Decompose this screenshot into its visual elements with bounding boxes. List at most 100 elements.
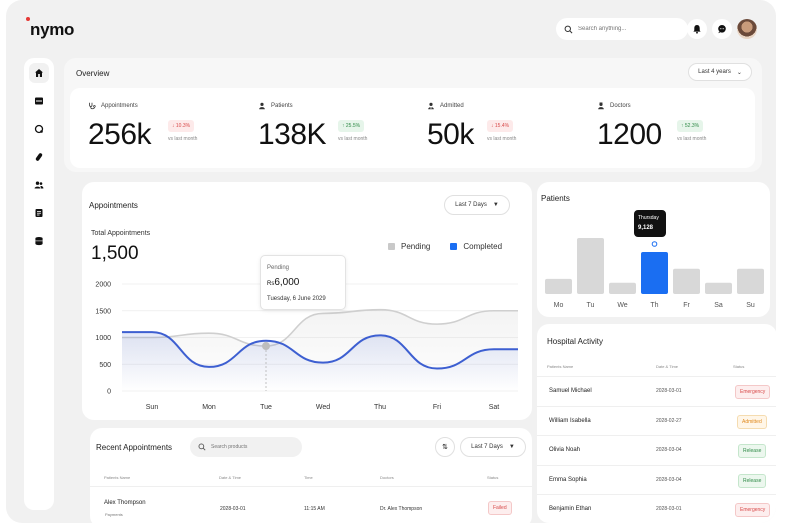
home-icon — [35, 69, 43, 77]
sidebar — [24, 58, 54, 510]
bar-mo[interactable] — [545, 278, 572, 294]
stat-change-badge: ↑ 52.3% — [677, 120, 704, 132]
stat-value: 138K — [258, 118, 327, 151]
bar-fr[interactable] — [673, 268, 700, 294]
search-icon — [198, 443, 206, 451]
sidebar-item-home[interactable] — [29, 63, 49, 83]
sidebar-item-pharmacy[interactable] — [29, 147, 49, 167]
patient-name: Olivia Noah — [549, 447, 581, 453]
bar-tooltip-value: 9,128 — [638, 225, 654, 231]
users-icon — [34, 181, 44, 189]
patient-name: Samuel Michael — [549, 388, 592, 394]
bar-tooltip-day: Thursday — [638, 215, 659, 221]
bar-th[interactable] — [641, 252, 668, 294]
stat-value: 50k — [427, 118, 474, 151]
stat-doctors: Doctors 1200 ↑ 52.3% vs last month — [597, 102, 757, 162]
tooltip-title: Pending — [267, 265, 290, 271]
overview-title: Overview — [76, 69, 110, 78]
logo-dot — [26, 17, 30, 21]
overview-range-dropdown[interactable]: Last 4 years ⌄ — [688, 63, 752, 81]
sort-button[interactable]: ⇅ — [435, 437, 455, 457]
y-tick-label: 500 — [99, 362, 111, 369]
x-tick-label: Mon — [202, 404, 216, 411]
app-window: nymo Overview — [6, 0, 776, 523]
sidebar-item-reports[interactable] — [29, 203, 49, 223]
chevron-down-icon: ⌄ — [736, 69, 742, 76]
col-header-status: Status — [487, 475, 499, 480]
sidebar-item-doctors[interactable] — [29, 119, 49, 139]
table-row[interactable]: Benjamin Ethan 2028-03-01 Emergency — [537, 494, 776, 523]
appointment-time: 11:15 AM — [304, 506, 325, 512]
sidebar-item-staff[interactable] — [29, 175, 49, 195]
table-row[interactable]: Olivia Noah 2028-03-04 Release — [537, 435, 776, 464]
x-tick-label: Thu — [374, 404, 386, 411]
table-row[interactable]: Emma Sophia 2028-03-04 Release — [537, 465, 776, 494]
bar-we[interactable] — [609, 282, 636, 294]
series-area — [122, 332, 518, 391]
table-row[interactable]: William Isabella 2028-02-27 Admitted — [537, 406, 776, 435]
stethoscope-icon — [89, 102, 96, 110]
bar-tu[interactable] — [577, 238, 604, 294]
bar-sa[interactable] — [705, 282, 732, 294]
stat-label: Doctors — [610, 103, 631, 109]
x-tick-label: Fri — [433, 404, 442, 411]
col-header-doctor: Doctors — [380, 475, 394, 480]
legend-pending: Pending — [401, 242, 431, 251]
stat-admitted: Admitted 50k ↓ 15.4% vs last month — [427, 102, 587, 162]
sidebar-item-records[interactable] — [29, 231, 49, 251]
hover-point[interactable] — [262, 342, 270, 351]
stat-change-badge: ↑ 25.5% — [338, 120, 365, 132]
appointments-range-dropdown[interactable]: Last 7 Days ▼ — [444, 195, 510, 215]
stat-comparison: vs last month — [338, 136, 368, 142]
recent-range-dropdown[interactable]: Last 7 Days ▼ — [460, 437, 526, 457]
tooltip-currency: Rs — [267, 281, 275, 287]
patient-name: Benjamin Ethan — [549, 506, 592, 512]
tooltip-amount-value: 6,000 — [274, 277, 300, 288]
status-badge: Emergency — [735, 503, 771, 517]
tooltip-amount: Rs6,000 — [267, 277, 299, 288]
user-avatar[interactable] — [737, 19, 757, 39]
col-header-status: Status — [733, 364, 745, 369]
sidebar-item-inbox[interactable] — [29, 91, 49, 111]
x-tick-label: Sun — [146, 404, 159, 411]
table-row[interactable]: Samuel Michael 2028-03-01 Emergency — [537, 376, 776, 405]
legend-swatch-pending — [388, 243, 395, 250]
recent-search-input[interactable] — [211, 444, 291, 450]
user-group-icon — [428, 102, 434, 110]
recent-range-label: Last 7 Days — [471, 444, 503, 450]
bar-label: We — [617, 302, 627, 309]
x-tick-label: Tue — [260, 404, 272, 411]
messages-button[interactable] — [712, 19, 732, 39]
tooltip-date: Tuesday, 6 June 2029 — [267, 296, 326, 302]
database-icon — [35, 237, 43, 246]
stat-comparison: vs last month — [487, 136, 517, 142]
overview-panel: Overview Last 4 years ⌄ Appointments 256… — [64, 58, 762, 172]
y-tick-label: 1500 — [95, 308, 111, 315]
recent-appointments-panel: Recent Appointments ⇅ Last 7 Days ▼ Pati… — [90, 428, 532, 523]
caret-down-icon: ▼ — [492, 202, 499, 208]
bar-label: Su — [746, 302, 755, 309]
global-search[interactable] — [556, 18, 688, 40]
notifications-button[interactable] — [687, 19, 707, 39]
patient-name: Emma Sophia — [549, 477, 587, 483]
stat-change: 15.4% — [494, 123, 510, 129]
total-appointments-value: 1,500 — [91, 243, 139, 264]
activity-date: 2028-03-01 — [656, 388, 682, 394]
activity-date: 2028-02-27 — [656, 418, 682, 424]
col-header-name: Patients Name — [104, 475, 131, 480]
bar-su[interactable] — [737, 268, 764, 294]
global-search-input[interactable] — [578, 26, 678, 32]
stat-change: 25.5% — [345, 123, 361, 129]
stat-comparison: vs last month — [168, 136, 198, 142]
stethoscope-icon — [34, 124, 44, 134]
stat-change-badge: ↓ 10.3% — [168, 120, 195, 132]
brand-logo[interactable]: nymo — [26, 17, 74, 40]
bar-tooltip: Thursday 9,128 — [634, 210, 666, 237]
y-tick-label: 2000 — [95, 282, 111, 289]
x-tick-label: Wed — [316, 404, 330, 411]
recent-search[interactable] — [190, 437, 302, 457]
patient-name: Alex Thompson — [104, 500, 146, 506]
recent-appointments-title: Recent Appointments — [96, 443, 173, 452]
activity-date: 2028-03-04 — [656, 477, 682, 483]
bell-icon — [693, 25, 701, 34]
